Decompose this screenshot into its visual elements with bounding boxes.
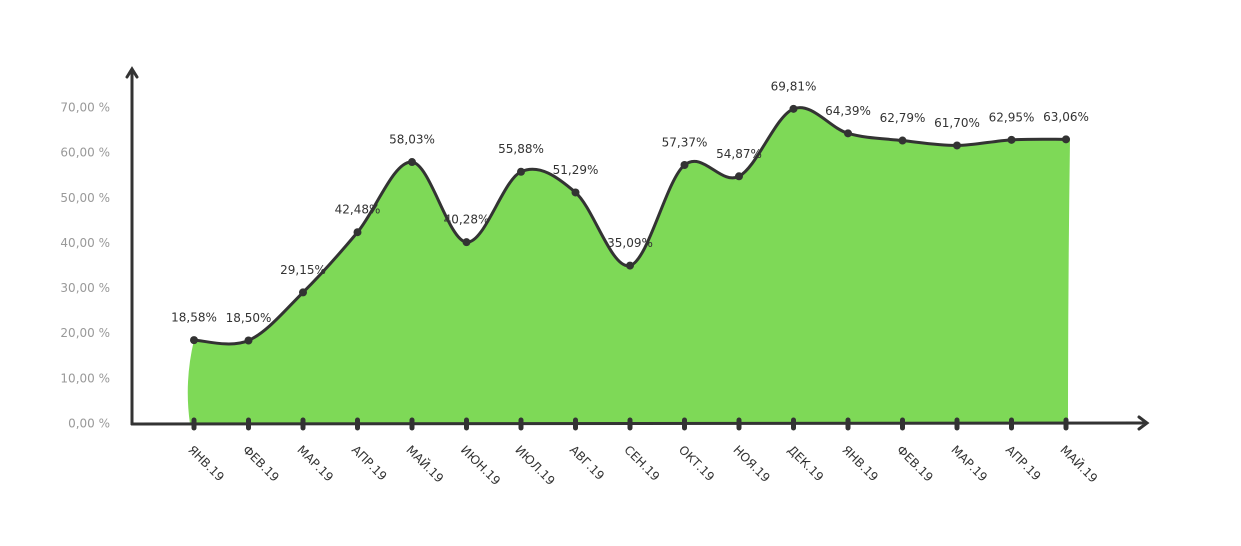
y-tick-label: 40,00 % <box>60 236 110 250</box>
x-tick-label: НОЯ.19 <box>730 443 772 485</box>
value-label: 18,50% <box>226 311 272 325</box>
x-tick-label: АПР.19 <box>1003 443 1044 484</box>
point <box>1062 135 1070 144</box>
x-tick-label: СЕН.19 <box>621 443 662 484</box>
x-tick-label: ФЕВ.19 <box>894 443 936 485</box>
y-tick-label: 30,00 % <box>60 281 110 295</box>
x-tick-label: МАЙ.19 <box>1057 442 1101 486</box>
x-tick-label: ОКТ.19 <box>676 443 717 484</box>
value-label: 29,15% <box>280 263 326 277</box>
point <box>408 158 416 167</box>
point <box>898 136 907 145</box>
point <box>190 336 198 345</box>
point <box>299 288 307 297</box>
value-label: 40,28% <box>444 213 490 227</box>
point <box>626 261 634 270</box>
x-tick-label: АПР.19 <box>349 443 390 484</box>
point <box>571 188 580 197</box>
x-tick-label: ДЕК.19 <box>785 443 826 484</box>
x-tick-label: ИЮЛ.19 <box>512 443 557 488</box>
value-label: 54,87% <box>716 147 762 161</box>
value-label: 58,03% <box>389 133 435 147</box>
y-tick-label: 60,00 % <box>60 146 110 160</box>
x-tick-label: МАР.19 <box>294 443 336 485</box>
value-label: 62,95% <box>989 110 1035 124</box>
point <box>844 129 852 138</box>
value-label: 42,48% <box>335 203 381 217</box>
y-tick-label: 50,00 % <box>60 191 110 205</box>
point <box>462 238 471 247</box>
x-tick-label: МАР.19 <box>948 443 990 485</box>
y-axis <box>125 66 139 426</box>
value-label: 57,37% <box>662 136 708 150</box>
x-tick-label: АВГ.19 <box>567 443 607 483</box>
value-label: 62,79% <box>880 111 926 125</box>
point <box>244 336 253 345</box>
value-label: 63,06% <box>1043 110 1089 124</box>
value-label: 61,70% <box>934 116 980 130</box>
point <box>789 104 798 113</box>
y-tick-label: 10,00 % <box>60 371 110 385</box>
point <box>1007 135 1016 144</box>
x-tick-label: ФЕВ.19 <box>240 443 282 485</box>
value-label: 35,09% <box>607 236 653 250</box>
x-tick-label: ЯНВ.19 <box>185 443 226 484</box>
value-label: 64,39% <box>825 104 871 118</box>
point <box>353 228 362 237</box>
x-tick-label: ЯНВ.19 <box>839 443 880 484</box>
point <box>517 167 525 176</box>
value-label: 69,81% <box>771 79 817 93</box>
point <box>953 141 961 150</box>
value-label: 18,58% <box>171 311 217 325</box>
y-tick-label: 70,00 % <box>60 101 110 115</box>
x-tick-label: МАЙ.19 <box>403 442 447 486</box>
y-tick-label: 20,00 % <box>60 326 110 340</box>
point <box>735 172 743 181</box>
point <box>680 161 689 170</box>
y-tick-label: 0,00 % <box>68 417 110 431</box>
x-tick-label: ИЮН.19 <box>458 443 503 488</box>
value-label: 55,88% <box>498 142 544 156</box>
value-label: 51,29% <box>553 163 599 177</box>
